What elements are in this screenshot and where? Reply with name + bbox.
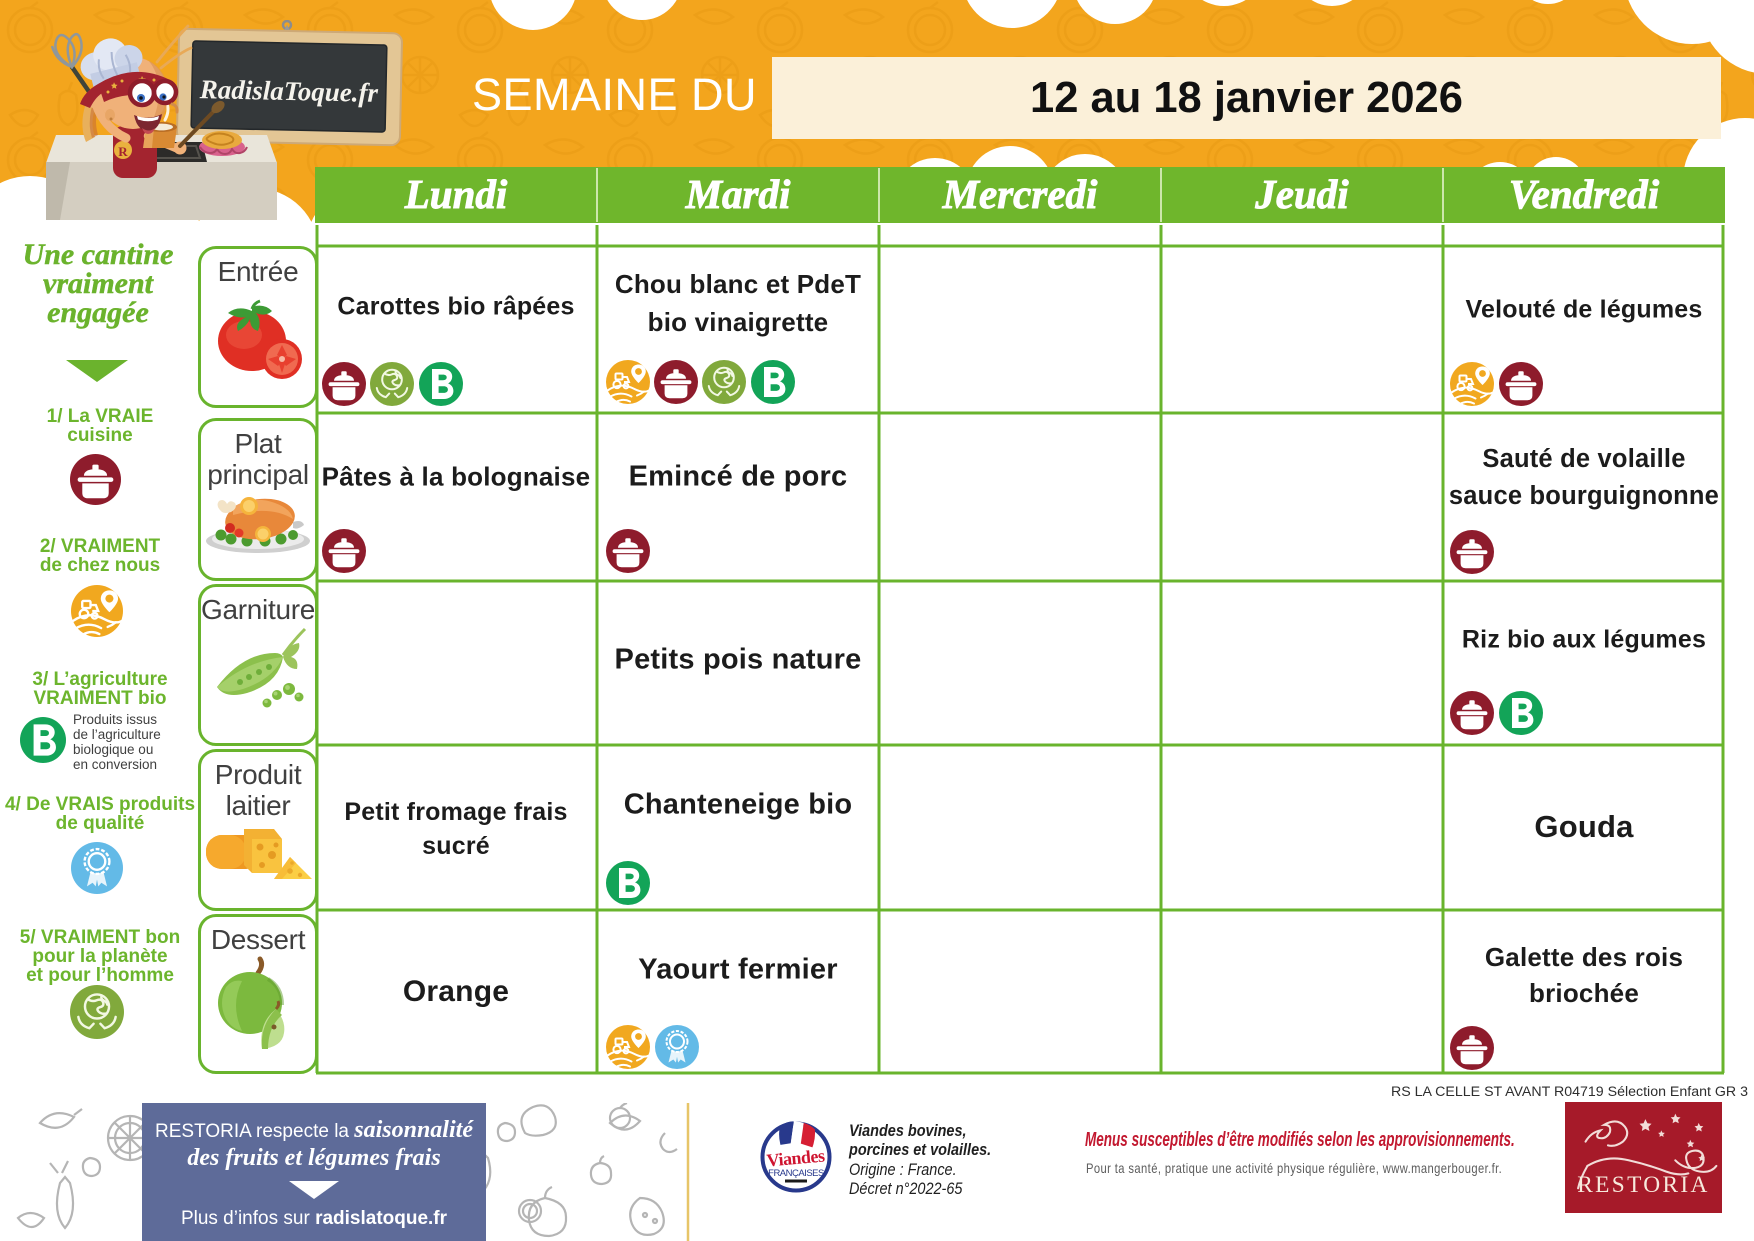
svg-text:R: R xyxy=(118,144,128,159)
svg-text:RESTORIA: RESTORIA xyxy=(1577,1172,1709,1198)
svg-text:FRANÇAISES: FRANÇAISES xyxy=(768,1168,824,1179)
svg-text:RadislaToque.fr: RadislaToque.fr xyxy=(198,74,378,108)
